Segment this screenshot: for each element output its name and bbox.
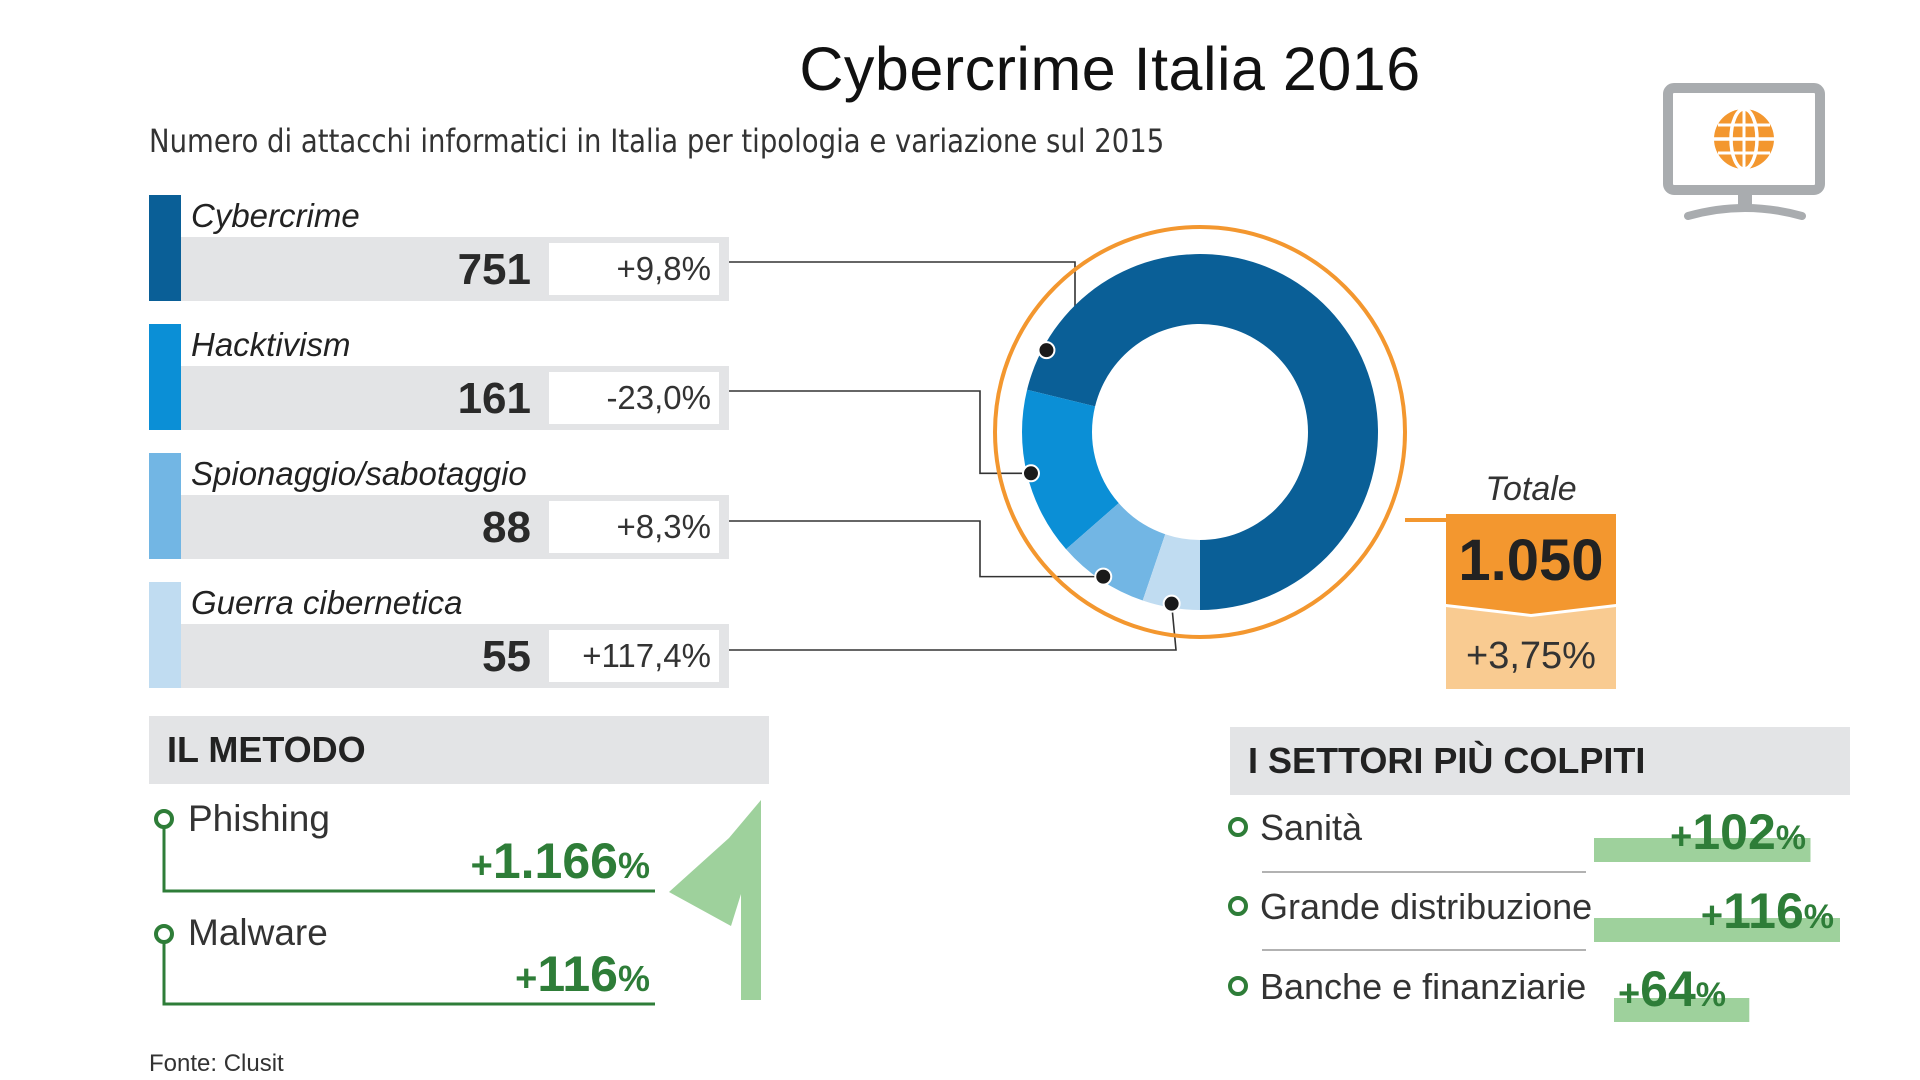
total-box-shape	[1446, 514, 1616, 689]
metodo-heading: IL METODO	[149, 716, 769, 784]
category-change: -23,0%	[549, 372, 719, 424]
category-change: +117,4%	[549, 630, 719, 682]
category-count: 161	[457, 374, 531, 423]
settore-item-label: Grande distribuzione	[1260, 886, 1593, 927]
connector-line-2	[729, 390, 1031, 475]
metodo-item-label: Phishing	[188, 798, 330, 839]
connector-line-1	[729, 261, 1076, 351]
connector-dot-2	[1021, 464, 1040, 483]
settore-item-value: +64%	[1617, 961, 1726, 1017]
connector-dot-3	[1094, 567, 1113, 586]
settori-heading: I SETTORI PIÙ COLPITI	[1230, 727, 1850, 795]
settore-item-label: Sanità	[1260, 807, 1363, 848]
category-label: Spionaggio/sabotaggio	[191, 455, 527, 492]
page-subtitle: Numero di attacchi informatici in Italia…	[149, 122, 1165, 160]
metodo-item-value: +116%	[515, 946, 650, 1002]
source-note: Fonte: Clusit	[149, 1050, 284, 1077]
category-color-bar	[149, 195, 181, 301]
category-count: 55	[482, 632, 531, 681]
category-row-guerra: Guerra cibernetica 55 +117,4%	[149, 582, 729, 688]
category-count: 751	[457, 245, 531, 294]
settore-item-value: +102%	[1670, 804, 1806, 860]
category-row-hacktivism: Hacktivism 161 -23,0%	[149, 324, 729, 430]
monitor-globe-icon	[1663, 83, 1825, 220]
settore-bar-3	[1614, 998, 1750, 1022]
page-title: Cybercrime Italia 2016	[799, 35, 1421, 103]
category-label: Cybercrime	[191, 197, 360, 234]
connector-dot-4	[1162, 594, 1181, 613]
connector-dot-1	[1037, 341, 1056, 360]
metodo-item-label: Malware	[188, 912, 328, 953]
settore-item-label: Banche e finanziarie	[1260, 966, 1587, 1007]
donut-outer-ring	[993, 225, 1407, 639]
metodo-item-value: +1.166%	[470, 833, 650, 889]
category-label: Hacktivism	[191, 326, 351, 363]
total-value: 1.050	[1458, 528, 1604, 593]
donut-slice-4	[1142, 534, 1200, 610]
category-color-bar	[149, 582, 181, 688]
total-change: +3,75%	[1466, 635, 1596, 677]
settore-item-value: +116%	[1700, 883, 1834, 939]
category-count: 88	[482, 503, 531, 552]
category-row-spionaggio: Spionaggio/sabotaggio 88 +8,3%	[149, 453, 729, 559]
settore-bar-1	[1594, 838, 1811, 862]
category-color-bar	[149, 324, 181, 430]
connector-line-3	[729, 520, 1104, 578]
settori-bars	[1228, 817, 1840, 1022]
connector-line-4	[729, 603, 1177, 651]
trend-arrow-icon	[669, 800, 761, 1000]
donut-slice-1	[1027, 254, 1378, 610]
donut-slice-3	[1066, 503, 1166, 601]
category-change: +9,8%	[549, 243, 719, 295]
metodo-lines	[154, 800, 761, 1006]
donut-slice-2	[1021, 389, 1119, 550]
settore-bar-2	[1594, 918, 1840, 942]
category-label: Guerra cibernetica	[191, 584, 463, 621]
category-color-bar	[149, 453, 181, 559]
total-label: Totale	[1485, 470, 1577, 508]
category-change: +8,3%	[549, 501, 719, 553]
category-row-cybercrime: Cybercrime 751 +9,8%	[149, 195, 729, 301]
